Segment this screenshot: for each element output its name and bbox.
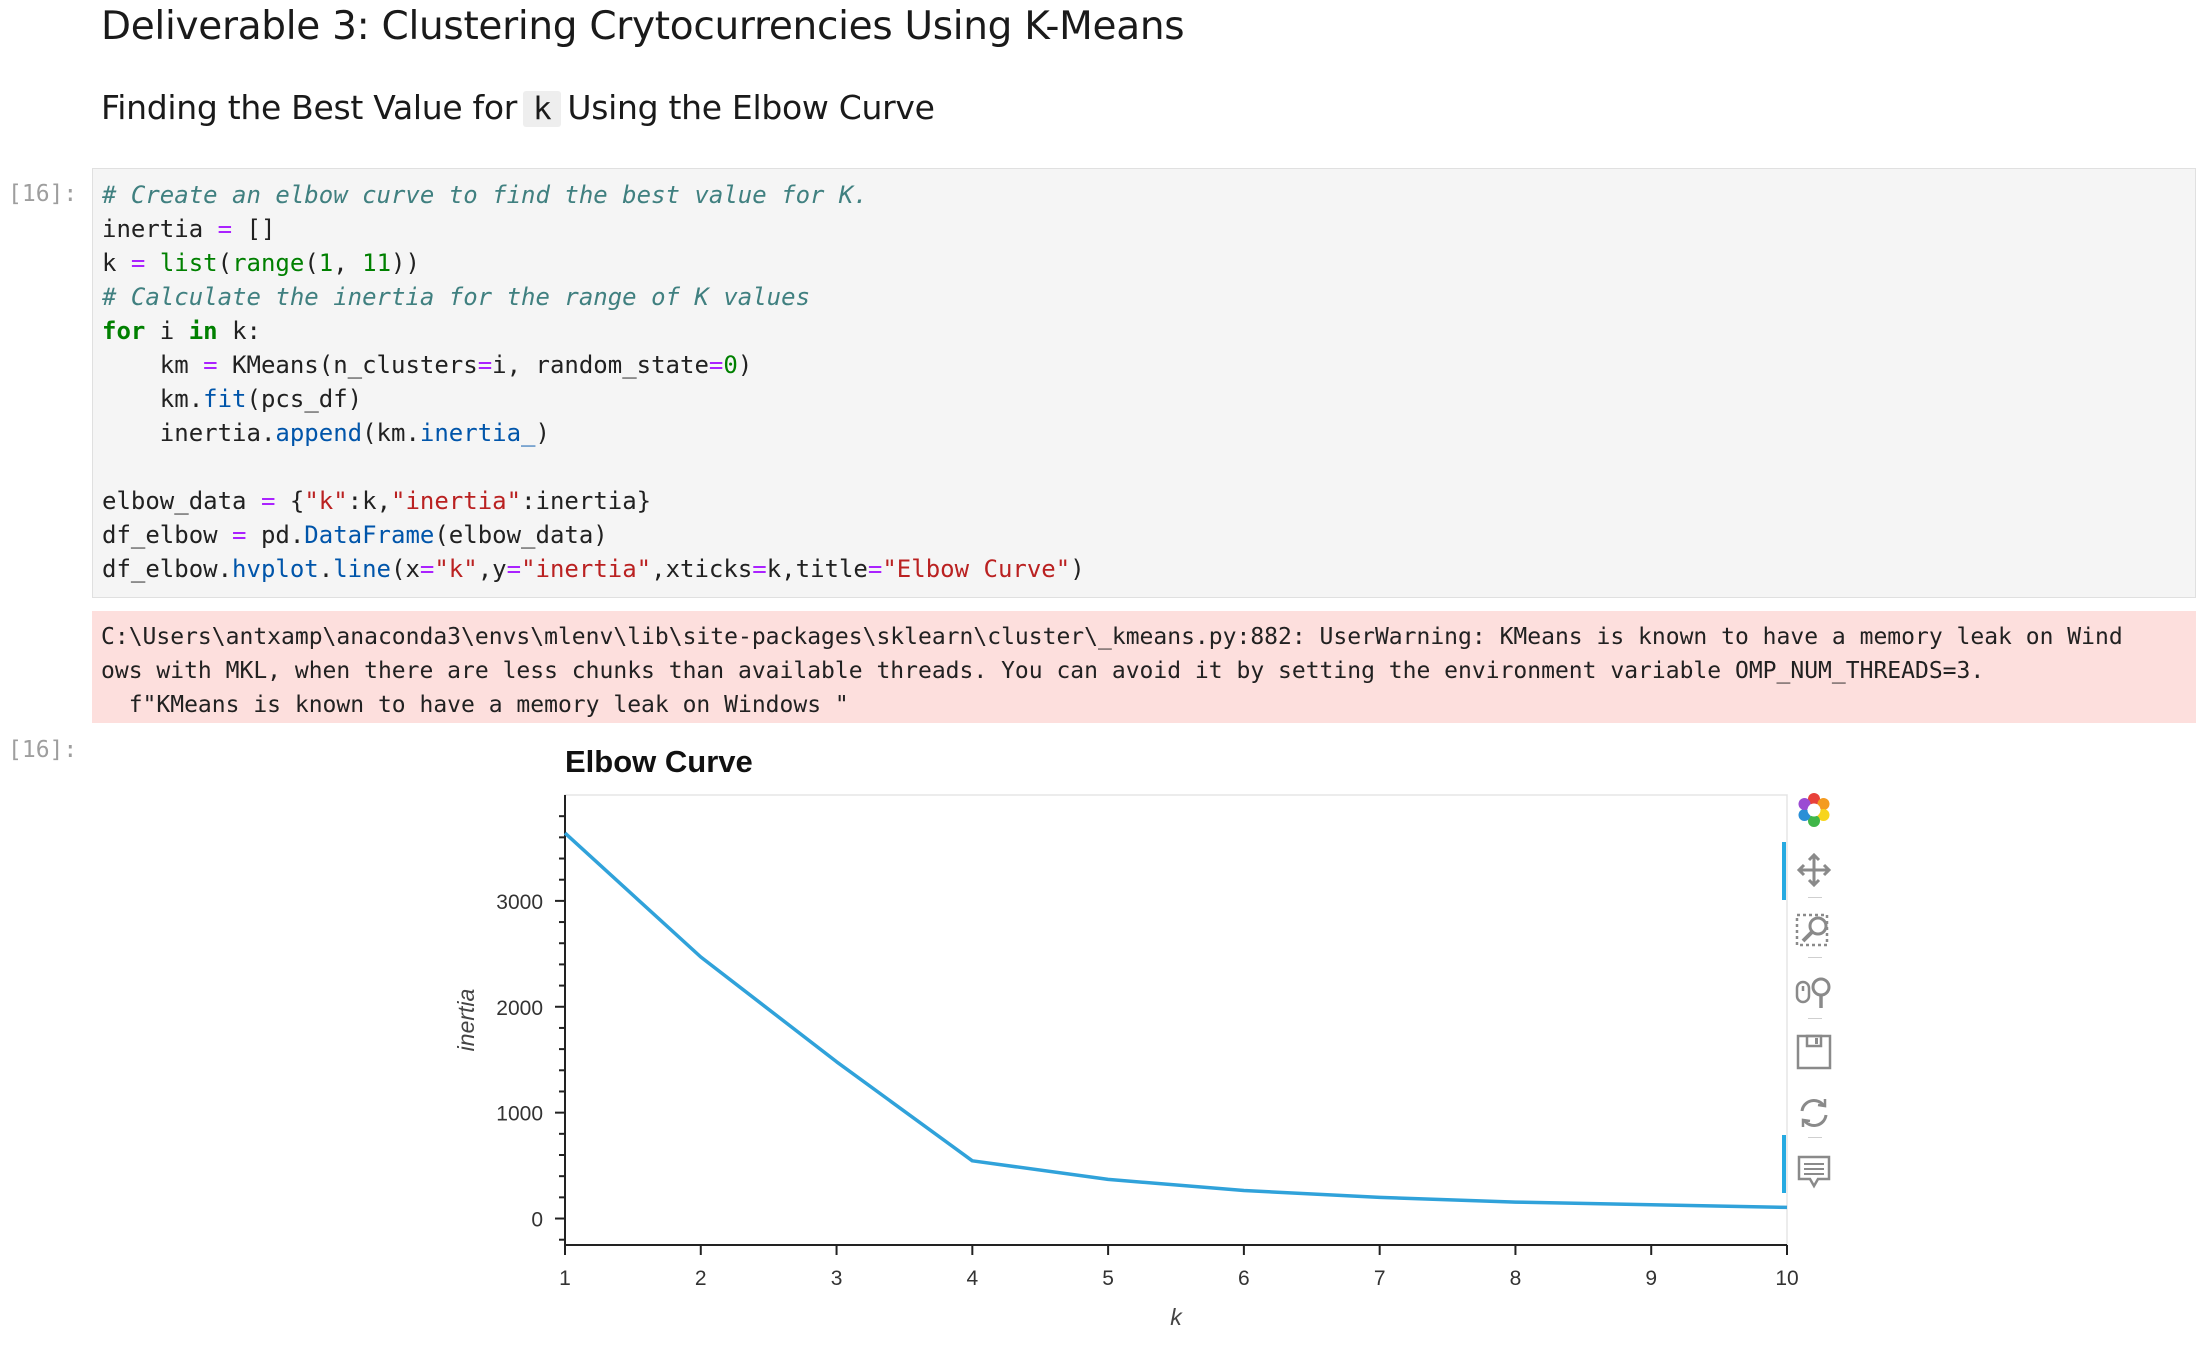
stderr-line-3: f"KMeans is known to have a memory leak … (101, 692, 849, 718)
stderr-output: C:\Users\antxamp\anaconda3\envs\mlenv\li… (92, 611, 2196, 723)
toolbar-divider (1808, 957, 1822, 958)
code-cell-editor[interactable]: # Create an elbow curve to find the best… (92, 168, 2196, 598)
code-line-8: inertia.append(km.inertia_) (102, 419, 550, 447)
input-prompt: [16]: (8, 181, 78, 207)
x-tick-label: 6 (1238, 1267, 1250, 1290)
x-tick-label: 10 (1775, 1267, 1798, 1290)
active-tool-indicator (1782, 1135, 1786, 1193)
page-title: Deliverable 3: Clustering Crytocurrencie… (101, 4, 1185, 49)
save-icon[interactable] (1794, 1032, 1834, 1072)
x-tick-label: 8 (1510, 1267, 1522, 1290)
code-content[interactable]: # Create an elbow curve to find the best… (93, 169, 2195, 586)
code-line-1: # Create an elbow curve to find the best… (102, 181, 868, 209)
x-axis-label: k (1170, 1304, 1183, 1330)
output-prompt: [16]: (8, 737, 78, 763)
y-tick-label: 2000 (496, 997, 543, 1020)
plot-frame (564, 794, 1788, 1246)
y-tick-label: 0 (531, 1209, 543, 1232)
chart-title: Elbow Curve (565, 744, 753, 779)
code-line-11: df_elbow = pd.DataFrame(elbow_data) (102, 521, 608, 549)
stderr-line-2: ows with MKL, when there are less chunks… (101, 658, 1985, 684)
wheel-zoom-icon[interactable] (1794, 972, 1834, 1012)
section-heading-code: k (523, 91, 562, 127)
code-line-4: # Calculate the inertia for the range of… (102, 283, 811, 311)
code-line-5: for i in k: (102, 317, 261, 345)
code-line-2: inertia = [] (102, 215, 276, 243)
y-axis-label: inertia (453, 989, 479, 1052)
pan-icon[interactable] (1794, 850, 1834, 890)
code-line-12: df_elbow.hvplot.line(x="k",y="inertia",x… (102, 555, 1085, 583)
active-tool-indicator (1782, 842, 1786, 900)
toolbar-divider (1808, 1137, 1822, 1138)
code-line-6: km = KMeans(n_clusters=i, random_state=0… (102, 351, 753, 379)
y-axis: 0 1000 2000 3000 (496, 795, 566, 1245)
x-tick-label: 3 (831, 1267, 843, 1290)
x-tick-label: 4 (966, 1267, 978, 1290)
section-heading-before: Finding the Best Value for (101, 88, 518, 127)
bokeh-toolbar (1782, 790, 1842, 1220)
x-tick-label: 1 (559, 1267, 571, 1290)
bokeh-logo-icon[interactable] (1794, 790, 1834, 830)
section-heading-after: Using the Elbow Curve (567, 88, 935, 127)
x-tick-label: 2 (695, 1267, 707, 1290)
code-line-3: k = list(range(1, 11)) (102, 249, 420, 277)
toolbar-divider (1808, 897, 1822, 898)
series-line-inertia (563, 831, 1788, 1210)
y-tick-label: 1000 (496, 1103, 543, 1126)
reset-icon[interactable] (1794, 1093, 1834, 1133)
x-tick-label: 9 (1645, 1267, 1657, 1290)
section-heading: Finding the Best Value for k Using the Elb… (101, 88, 935, 127)
code-line-10: elbow_data = {"k":k,"inertia":inertia} (102, 487, 652, 515)
x-axis: 1 2 3 4 5 6 7 8 9 10 (559, 1244, 1799, 1290)
x-tick-label: 7 (1374, 1267, 1386, 1290)
y-tick-label: 3000 (496, 891, 543, 914)
box-zoom-icon[interactable] (1794, 910, 1834, 950)
x-tick-label: 5 (1102, 1267, 1114, 1290)
stderr-line-1: C:\Users\antxamp\anaconda3\envs\mlenv\li… (101, 624, 2123, 650)
code-line-7: km.fit(pcs_df) (102, 385, 363, 413)
hover-icon[interactable] (1794, 1152, 1834, 1192)
toolbar-divider (1808, 1018, 1822, 1019)
code-token: # Create an elbow curve to find the best… (102, 181, 868, 209)
